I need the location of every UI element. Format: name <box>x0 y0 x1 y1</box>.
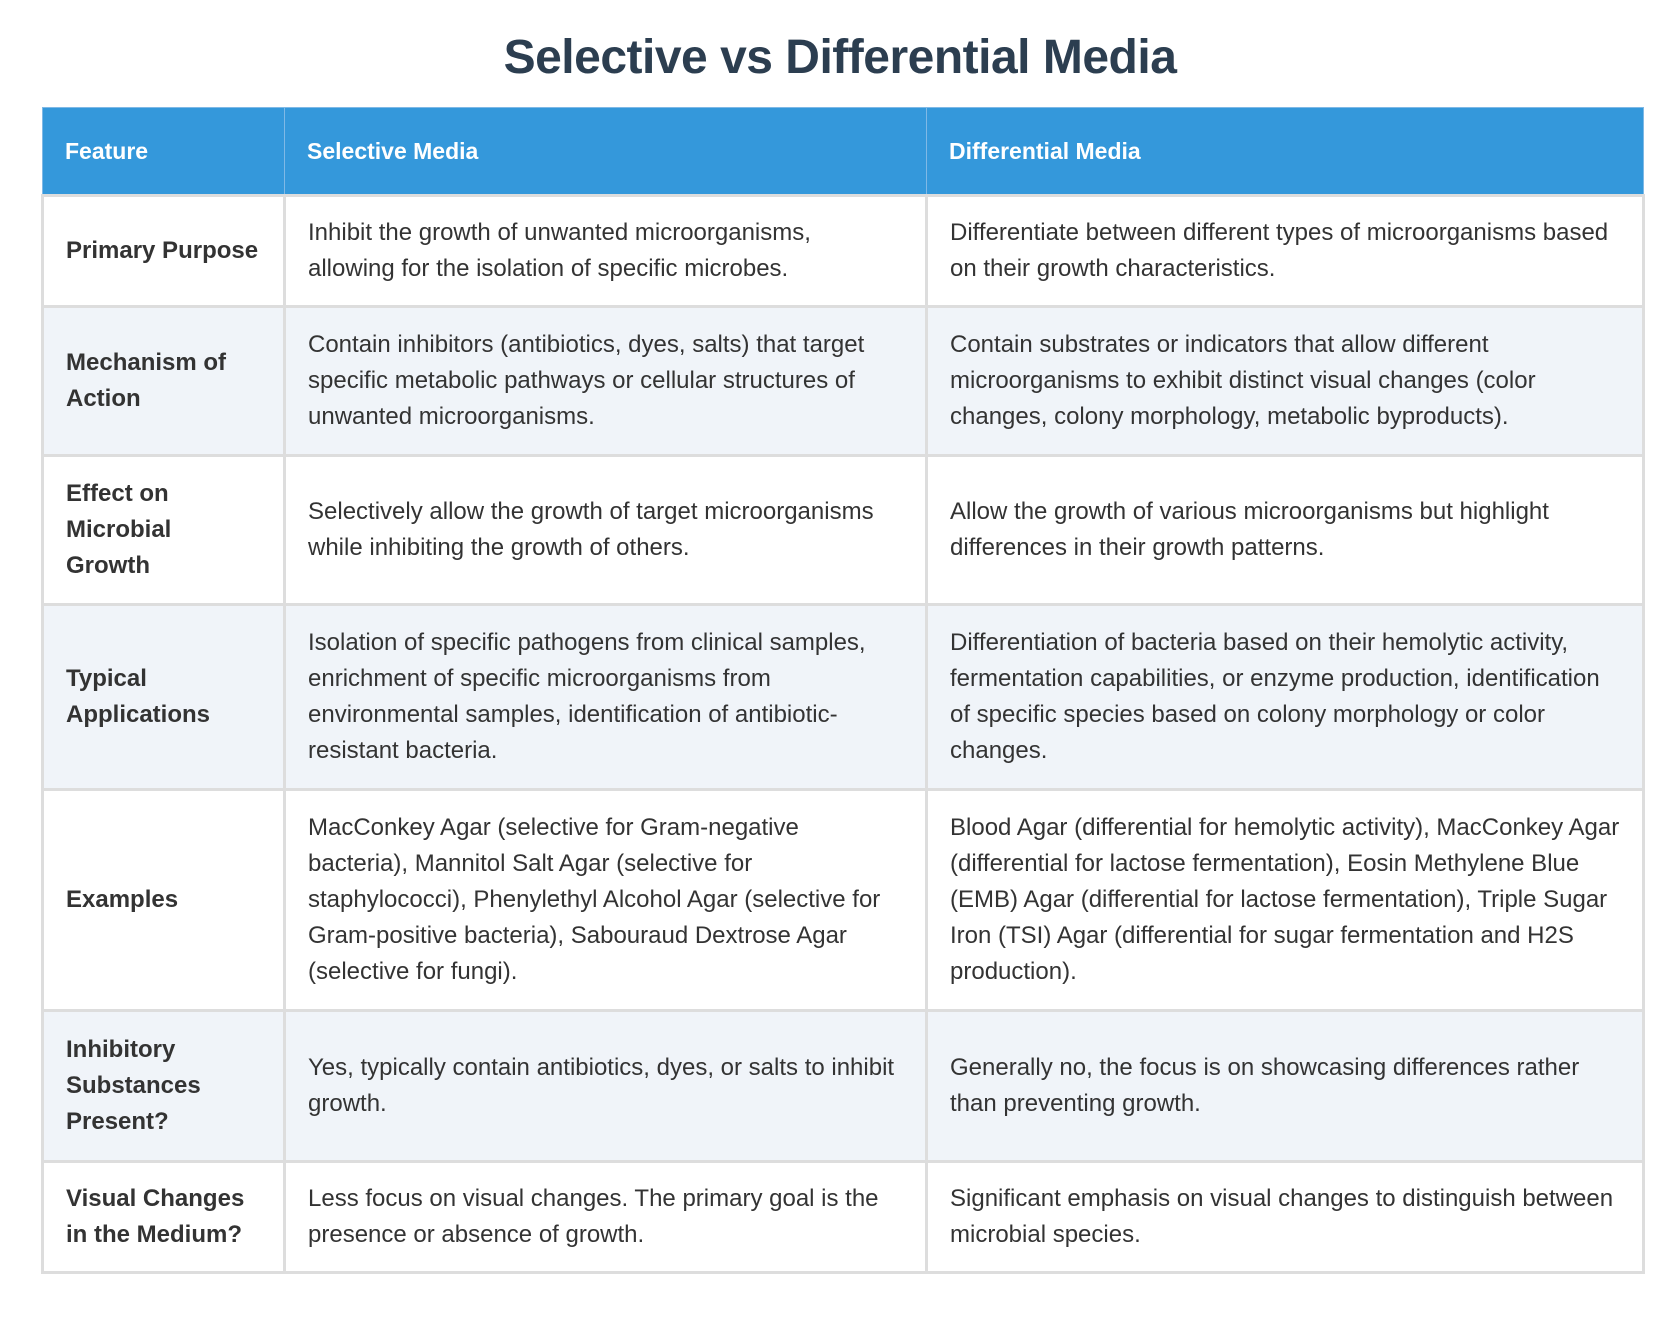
feature-cell: Typical Applications <box>41 603 286 791</box>
table-row: Typical Applications Isolation of specif… <box>41 603 1645 791</box>
table-row: Primary Purpose Inhibit the growth of un… <box>41 194 1645 308</box>
table-row: Effect on Microbial Growth Selectively a… <box>41 454 1645 606</box>
differential-cell: Differentiate between different types of… <box>925 194 1645 308</box>
table-row: Examples MacConkey Agar (selective for G… <box>41 788 1645 1012</box>
table-row: Inhibitory Substances Present? Yes, typi… <box>41 1009 1645 1163</box>
feature-cell: Inhibitory Substances Present? <box>41 1009 286 1163</box>
differential-cell: Allow the growth of various microorganis… <box>925 454 1645 606</box>
differential-cell: Differentiation of bacteria based on the… <box>925 603 1645 791</box>
column-header-selective-media: Selective Media <box>284 107 927 197</box>
feature-cell: Effect on Microbial Growth <box>41 454 286 606</box>
table-row: Visual Changes in the Medium? Less focus… <box>41 1160 1645 1274</box>
feature-cell: Visual Changes in the Medium? <box>41 1160 286 1274</box>
header-row: Feature Selective Media Differential Med… <box>42 107 1644 197</box>
differential-cell: Contain substrates or indicators that al… <box>925 305 1645 457</box>
comparison-table-container: Feature Selective Media Differential Med… <box>41 107 1645 1274</box>
selective-cell: Isolation of specific pathogens from cli… <box>283 603 928 791</box>
column-header-feature: Feature <box>42 107 285 197</box>
feature-cell: Mechanism of Action <box>41 305 286 457</box>
feature-cell: Examples <box>41 788 286 1012</box>
selective-cell: MacConkey Agar (selective for Gram-negat… <box>283 788 928 1012</box>
selective-cell: Contain inhibitors (antibiotics, dyes, s… <box>283 305 928 457</box>
table-header: Feature Selective Media Differential Med… <box>42 107 1644 197</box>
selective-cell: Selectively allow the growth of target m… <box>283 454 928 606</box>
differential-cell: Blood Agar (differential for hemolytic a… <box>925 788 1645 1012</box>
page-title: Selective vs Differential Media <box>503 31 1177 84</box>
selective-cell: Yes, typically contain antibiotics, dyes… <box>283 1009 928 1163</box>
table-row: Mechanism of Action Contain inhibitors (… <box>41 305 1645 457</box>
differential-cell: Significant emphasis on visual changes t… <box>925 1160 1645 1274</box>
differential-cell: Generally no, the focus is on showcasing… <box>925 1009 1645 1163</box>
feature-cell: Primary Purpose <box>41 194 286 308</box>
selective-cell: Less focus on visual changes. The primar… <box>283 1160 928 1274</box>
selective-cell: Inhibit the growth of unwanted microorga… <box>283 194 928 308</box>
comparison-table: Feature Selective Media Differential Med… <box>41 107 1645 1274</box>
table-body: Primary Purpose Inhibit the growth of un… <box>41 194 1645 1274</box>
column-header-differential-media: Differential Media <box>926 107 1644 197</box>
